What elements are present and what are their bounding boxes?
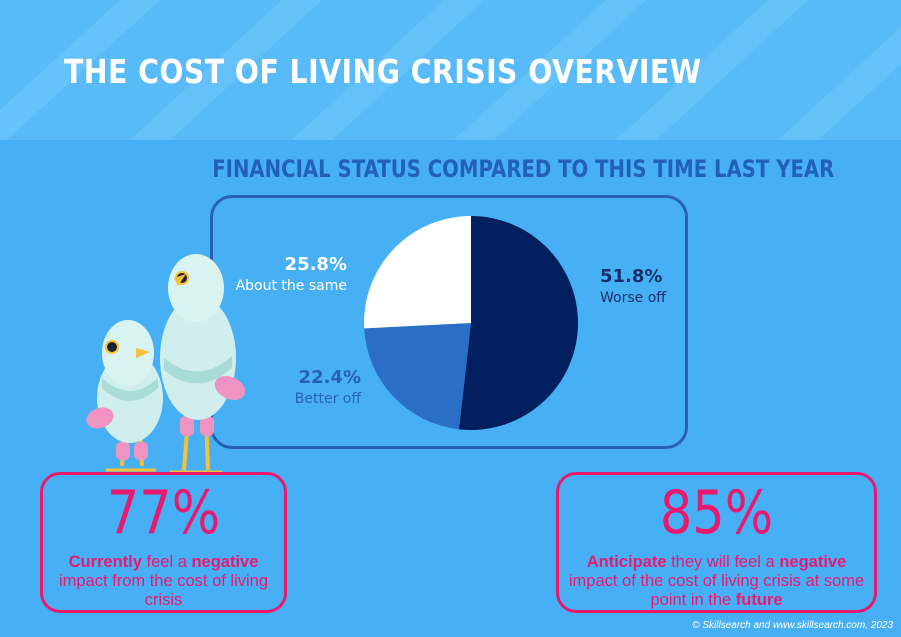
stat-desc-part: Currently xyxy=(68,553,142,571)
pie-value-label: 22.4% xyxy=(299,367,361,388)
stat-desc-part: future xyxy=(735,591,783,609)
pie-value-label: 25.8% xyxy=(285,254,347,275)
stat-desc-part: Anticipate xyxy=(586,553,667,571)
stat-desc-part: feel a xyxy=(141,553,192,571)
header-stripe-pattern xyxy=(0,0,901,140)
stat-value-current: 77% xyxy=(106,478,221,548)
stat-desc-part: they will feel a xyxy=(666,553,780,571)
stat-description-current: Currently feel a negative impact from th… xyxy=(51,553,276,610)
pigeon-mascots-illustration xyxy=(86,254,246,474)
stat-desc-part: negative xyxy=(191,553,259,571)
pie-category-label: About the same xyxy=(236,278,347,294)
page-title: THE COST OF LIVING CRISIS OVERVIEW xyxy=(64,52,702,91)
pie-slice-better-off xyxy=(364,323,471,430)
stat-desc-part: negative xyxy=(779,553,847,571)
header-banner: THE COST OF LIVING CRISIS OVERVIEW xyxy=(0,0,901,140)
small-pigeon xyxy=(86,320,163,472)
stat-card-future: 85% Anticipate they will feel a negative… xyxy=(556,472,877,613)
pie-category-label: Better off xyxy=(295,391,362,407)
stat-desc-part: impact from the cost of living crisis xyxy=(58,572,269,609)
pie-slice-worse-off xyxy=(458,216,578,431)
tall-pigeon xyxy=(160,254,246,474)
stat-value-future: 85% xyxy=(659,478,774,548)
stat-card-current: 77% Currently feel a negative impact fro… xyxy=(40,472,287,613)
stat-desc-part: impact of the cost of living crisis at s… xyxy=(568,572,865,609)
pie-value-label: 51.8% xyxy=(600,266,662,287)
pie-slice-about-the-same xyxy=(363,216,471,329)
stat-description-future: Anticipate they will feel a negative imp… xyxy=(567,553,866,610)
copyright-credit: © Skillsearch and www.skillsearch.com, 2… xyxy=(692,620,893,631)
pie-category-label: Worse off xyxy=(600,290,666,306)
